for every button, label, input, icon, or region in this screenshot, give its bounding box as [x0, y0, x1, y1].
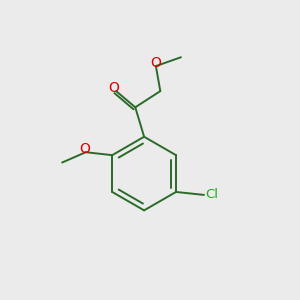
Text: O: O — [108, 81, 118, 94]
Text: O: O — [151, 56, 161, 70]
Text: O: O — [79, 142, 90, 156]
Text: Cl: Cl — [206, 188, 218, 201]
